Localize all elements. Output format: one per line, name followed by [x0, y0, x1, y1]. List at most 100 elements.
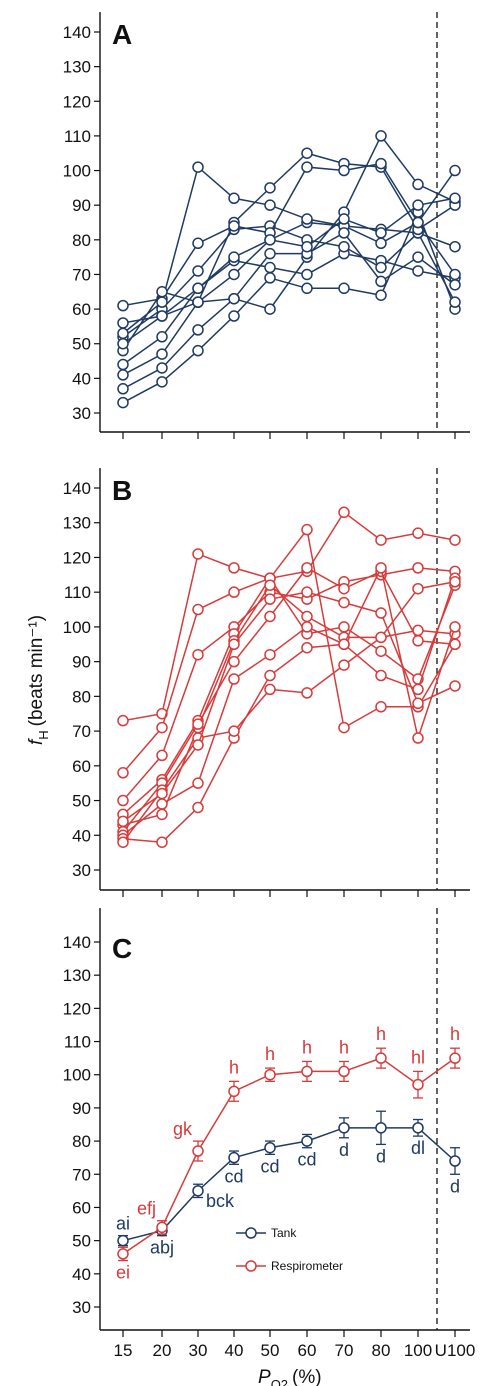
data-point: [338, 227, 350, 239]
data-point: [449, 534, 461, 546]
y-tick-label: 30: [72, 404, 91, 423]
series-line: [122, 566, 456, 833]
series-line: [122, 221, 456, 376]
data-point: [264, 261, 276, 274]
y-tick-label: 50: [72, 1232, 91, 1251]
data-point: [412, 527, 424, 539]
y-axis-title-sub: H: [36, 730, 51, 739]
data-point: [228, 268, 240, 281]
data-point: [192, 603, 204, 616]
data-point: [375, 130, 387, 142]
data-point: [375, 261, 387, 274]
y-tick-label: 90: [72, 1099, 91, 1118]
y-tick-label: 140: [63, 23, 91, 42]
data-point: [156, 808, 168, 821]
panel-letter: A: [112, 19, 132, 50]
data-point: [375, 237, 387, 250]
x-tick-label: U100: [435, 1341, 476, 1360]
data-point: [117, 358, 129, 371]
data-point: [156, 749, 168, 762]
x-axis-title: PO2 (%): [258, 1367, 322, 1386]
data-point: [412, 582, 424, 595]
panel-b-chart: 30 40 50 60 70 80 90 100 110 120 130 140 B: [63, 468, 470, 897]
legend-label: Tank: [271, 1226, 297, 1240]
significance-letter: d: [376, 1146, 386, 1166]
data-point: [449, 164, 461, 177]
significance-letter: cd: [260, 1156, 279, 1176]
y-tick-label: 70: [72, 722, 91, 741]
y-tick-label: 110: [64, 583, 91, 602]
data-point: [301, 268, 313, 281]
data-point: [412, 178, 424, 191]
data-point: [117, 369, 129, 381]
data-point: [301, 147, 313, 159]
data-point: [117, 767, 129, 779]
data-point: [192, 548, 204, 560]
y-tick-label: 80: [72, 687, 91, 706]
data-point: [264, 1068, 276, 1081]
data-point: [375, 1122, 387, 1134]
series-line: [122, 527, 456, 729]
data-point: [301, 621, 313, 633]
data-point: [228, 310, 240, 322]
panel-letter: C: [112, 933, 132, 964]
data-point: [412, 251, 424, 263]
y-tick-label: 120: [63, 548, 91, 567]
data-point: [192, 324, 204, 336]
data-point: [156, 1221, 168, 1234]
data-point: [412, 732, 424, 744]
y-tick-label: 80: [72, 231, 91, 250]
significance-letter: efj: [137, 1199, 156, 1219]
data-point: [264, 272, 276, 284]
data-point: [264, 234, 276, 246]
series-line: [122, 152, 456, 324]
data-point: [338, 213, 350, 225]
series-line: [122, 584, 456, 826]
data-point: [375, 289, 387, 301]
data-point: [228, 1085, 240, 1098]
data-point: [301, 562, 313, 574]
y-tick-label: 130: [63, 966, 91, 985]
significance-letter: h: [376, 1024, 386, 1044]
data-point: [375, 607, 387, 619]
y-tick-label: 50: [72, 335, 91, 354]
data-point: [117, 1248, 129, 1260]
y-tick-label: 60: [72, 1198, 91, 1217]
data-point: [301, 523, 313, 536]
data-point: [228, 638, 240, 651]
series-line: [122, 576, 456, 815]
data-point: [192, 296, 204, 308]
data-point: [156, 787, 168, 800]
data-point: [264, 593, 276, 605]
data-point: [412, 635, 424, 647]
significance-letter: h: [302, 1037, 312, 1057]
data-point: [117, 1234, 129, 1247]
data-point: [264, 182, 276, 194]
y-tick-label: 100: [63, 618, 91, 637]
data-point: [156, 331, 168, 343]
y-tick-label: 140: [63, 933, 91, 952]
x-tick-label: 60: [298, 1341, 317, 1360]
data-point: [338, 240, 350, 253]
series-line: [122, 511, 456, 774]
data-point: [117, 317, 129, 329]
data-point: [192, 718, 204, 730]
data-point: [228, 251, 240, 263]
data-point: [156, 348, 168, 360]
significance-letter: bck: [206, 1191, 235, 1211]
data-point: [192, 1145, 204, 1157]
x-tick-label: 40: [225, 1341, 244, 1360]
data-point: [156, 836, 168, 848]
data-point: [301, 161, 313, 173]
y-tick-label: 70: [72, 1165, 91, 1184]
data-point: [192, 1185, 204, 1197]
data-point: [301, 240, 313, 253]
x-tick-label: 20: [153, 1341, 172, 1360]
x-tick-label: 80: [372, 1341, 391, 1360]
y-tick-label: 100: [63, 1066, 91, 1085]
data-point: [301, 586, 313, 598]
data-point: [412, 697, 424, 710]
data-point: [264, 199, 276, 211]
significance-letter: h: [450, 1024, 460, 1044]
